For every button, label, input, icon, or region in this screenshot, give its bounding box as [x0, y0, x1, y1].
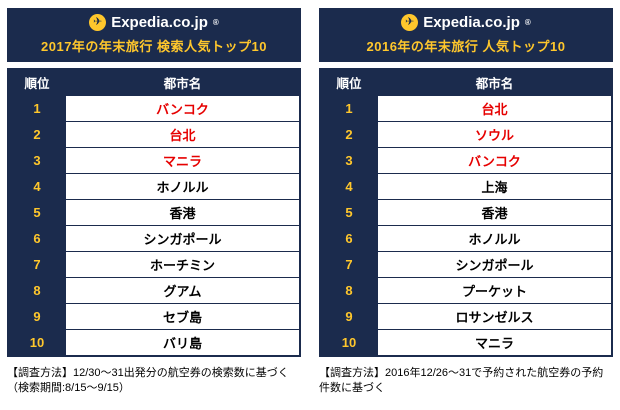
city-column-header: 都市名 — [377, 68, 613, 96]
city-cell: プーケット — [377, 277, 613, 304]
table-row: 9 ロサンゼルス — [319, 303, 613, 330]
method-footnote-2016: 【調査方法】2016年12/26〜31で予約された航空券の予約件数に基づく — [319, 367, 604, 394]
city-cell: ホノルル — [377, 225, 613, 252]
rank-cell: 9 — [7, 303, 66, 330]
panel-2016: ✈ Expedia.co.jp ® 2016年の年末旅行 人気トップ10 順位 … — [319, 8, 613, 396]
rank-cell: 5 — [7, 199, 66, 226]
table-row: 5 香港 — [319, 199, 613, 226]
rank-column-header: 順位 — [319, 68, 378, 96]
table-row: 8 グアム — [7, 277, 301, 304]
table-row: 4 上海 — [319, 173, 613, 200]
rank-cell: 3 — [7, 147, 66, 174]
rank-cell: 10 — [319, 329, 378, 357]
table-header-row: 順位 都市名 — [7, 68, 301, 96]
infographic-root: ✈ Expedia.co.jp ® 2017年の年末旅行 検索人気トップ10 順… — [7, 8, 613, 396]
expedia-logo-text: Expedia.co.jp — [423, 13, 520, 31]
ranking-table-2016: 順位 都市名 1 台北 2 ソウル 3 バンコク 4 上海 5 香港 6 ホノルル 7 シンガポール 8 プー… — [319, 68, 613, 357]
table-header-row: 順位 都市名 — [319, 68, 613, 96]
rank-cell: 6 — [7, 225, 66, 252]
table-row: 3 バンコク — [319, 147, 613, 174]
rank-cell: 5 — [319, 199, 378, 226]
rank-cell: 7 — [7, 251, 66, 278]
panel-header-2017: ✈ Expedia.co.jp ® 2017年の年末旅行 検索人気トップ10 — [7, 8, 301, 62]
expedia-logo: ✈ Expedia.co.jp ® — [11, 13, 297, 32]
expedia-logo-text: Expedia.co.jp — [111, 13, 208, 31]
city-cell: グアム — [65, 277, 301, 304]
city-cell: ホーチミン — [65, 251, 301, 278]
city-cell: ソウル — [377, 121, 613, 148]
table-row: 1 バンコク — [7, 95, 301, 122]
table-body: 1 バンコク 2 台北 3 マニラ 4 ホノルル 5 香港 6 シンガポール 7 ホーチミン 8 グアム 9 セブ… — [7, 95, 301, 357]
table-row: 10 バリ島 — [7, 329, 301, 357]
rank-cell: 1 — [319, 95, 378, 122]
rank-cell: 10 — [7, 329, 66, 357]
table-row: 2 台北 — [7, 121, 301, 148]
table-row: 6 ホノルル — [319, 225, 613, 252]
table-row: 9 セブ島 — [7, 303, 301, 330]
table-row: 7 ホーチミン — [7, 251, 301, 278]
rank-cell: 2 — [319, 121, 378, 148]
table-row: 6 シンガポール — [7, 225, 301, 252]
rank-cell: 4 — [7, 173, 66, 200]
city-cell: シンガポール — [65, 225, 301, 252]
city-cell: セブ島 — [65, 303, 301, 330]
panel-title-2017: 2017年の年末旅行 検索人気トップ10 — [41, 39, 267, 54]
method-footnote-2017: 【調査方法】12/30〜31出発分の航空券の検索数に基づく（検索期間:8/15〜… — [7, 367, 289, 394]
city-cell: 台北 — [65, 121, 301, 148]
table-row: 7 シンガポール — [319, 251, 613, 278]
city-cell: 香港 — [65, 199, 301, 226]
rank-cell: 1 — [7, 95, 66, 122]
city-cell: マニラ — [377, 329, 613, 357]
city-cell: 上海 — [377, 173, 613, 200]
registered-trademark-mark: ® — [212, 18, 219, 27]
ranking-table-2017: 順位 都市名 1 バンコク 2 台北 3 マニラ 4 ホノルル 5 香港 6 シンガポール 7 ホーチミン… — [7, 68, 301, 357]
panel-header-2016: ✈ Expedia.co.jp ® 2016年の年末旅行 人気トップ10 — [319, 8, 613, 62]
city-cell: ロサンゼルス — [377, 303, 613, 330]
rank-cell: 4 — [319, 173, 378, 200]
city-cell: ホノルル — [65, 173, 301, 200]
city-cell: シンガポール — [377, 251, 613, 278]
rank-cell: 6 — [319, 225, 378, 252]
panel-title-2016: 2016年の年末旅行 人気トップ10 — [366, 39, 566, 54]
rank-column-header: 順位 — [7, 68, 66, 96]
city-cell: マニラ — [65, 147, 301, 174]
airplane-icon: ✈ — [401, 14, 419, 31]
panel-2017: ✈ Expedia.co.jp ® 2017年の年末旅行 検索人気トップ10 順… — [7, 8, 301, 396]
city-cell: バリ島 — [65, 329, 301, 357]
city-column-header: 都市名 — [65, 68, 301, 96]
rank-cell: 9 — [319, 303, 378, 330]
airplane-icon: ✈ — [89, 14, 107, 31]
registered-trademark-mark: ® — [524, 18, 531, 27]
rank-cell: 7 — [319, 251, 378, 278]
table-row: 2 ソウル — [319, 121, 613, 148]
table-row: 5 香港 — [7, 199, 301, 226]
rank-cell: 3 — [319, 147, 378, 174]
city-cell: 台北 — [377, 95, 613, 122]
city-cell: バンコク — [65, 95, 301, 122]
table-row: 3 マニラ — [7, 147, 301, 174]
expedia-logo: ✈ Expedia.co.jp ® — [323, 13, 609, 32]
rank-cell: 2 — [7, 121, 66, 148]
table-body: 1 台北 2 ソウル 3 バンコク 4 上海 5 香港 6 ホノルル 7 シンガポール 8 プーケット 9 ロサン… — [319, 95, 613, 357]
rank-cell: 8 — [7, 277, 66, 304]
table-row: 10 マニラ — [319, 329, 613, 357]
city-cell: バンコク — [377, 147, 613, 174]
table-row: 1 台北 — [319, 95, 613, 122]
rank-cell: 8 — [319, 277, 378, 304]
table-row: 4 ホノルル — [7, 173, 301, 200]
city-cell: 香港 — [377, 199, 613, 226]
table-row: 8 プーケット — [319, 277, 613, 304]
